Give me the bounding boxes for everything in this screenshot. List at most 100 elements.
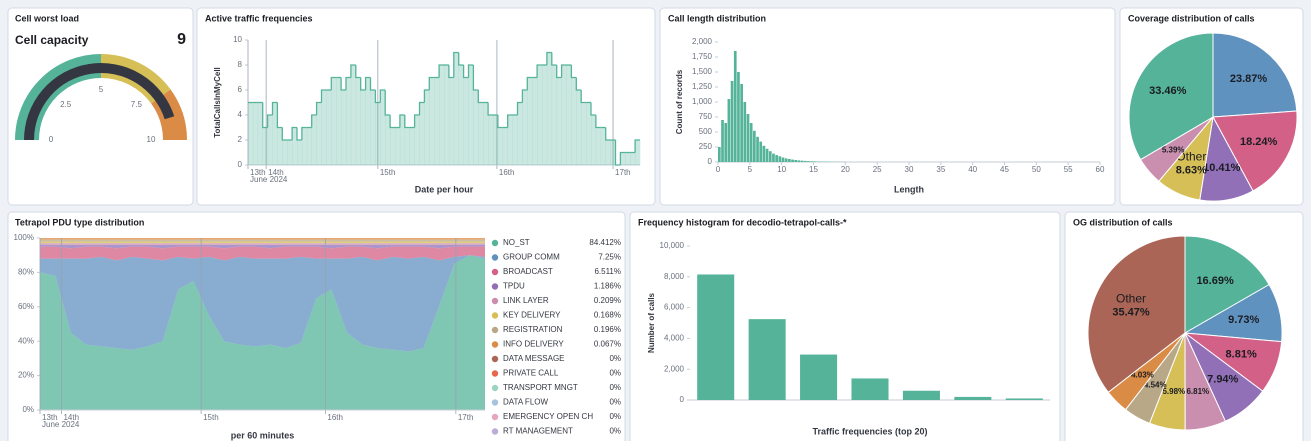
histogram-bar (724, 123, 728, 162)
line-step (590, 102, 596, 116)
area-step (380, 90, 386, 165)
pie-slice (1087, 235, 1186, 394)
area-step (321, 90, 327, 165)
histogram-bar (768, 151, 772, 162)
histogram-bar (765, 148, 769, 162)
stacked-area (40, 246, 485, 261)
area-step (591, 115, 597, 165)
area-step (502, 127, 508, 165)
slice-label: 6.81% (1186, 387, 1209, 396)
area-step (488, 115, 494, 165)
legend-value: 0% (609, 398, 621, 407)
histogram-bar (743, 102, 747, 162)
bar (954, 396, 992, 400)
gauge-tick-label: 0 (49, 135, 54, 144)
y-tick-label: 0 (708, 157, 713, 166)
legend-label: PRIVATE CALL (503, 369, 559, 378)
bar (697, 274, 735, 400)
area-step (468, 65, 474, 165)
line-step (296, 127, 302, 141)
y-axis-title: Count of records (675, 69, 684, 134)
line-step (595, 115, 601, 129)
y-tick-label: 750 (699, 112, 713, 121)
legend-value: 0.067% (594, 340, 621, 349)
area-step (370, 90, 376, 165)
area-step (566, 65, 572, 165)
area-step (463, 77, 469, 165)
panel-title: OG distribution of calls (1073, 217, 1173, 227)
line-step (462, 65, 469, 79)
x-axis-title: per 60 minutes (231, 430, 295, 440)
y-axis-title: TotalCallsInMyCell (213, 67, 222, 138)
legend-label: DATA MESSAGE (503, 354, 565, 363)
histogram-bar (775, 155, 778, 162)
slice-label: 23.87% (1230, 73, 1268, 85)
histogram-bar (737, 72, 740, 162)
slice-label: 7.94% (1207, 374, 1238, 386)
histogram-bar (794, 160, 798, 162)
histogram-bar (727, 99, 731, 162)
histogram-bar (784, 158, 788, 162)
histogram-bar (803, 160, 807, 162)
area-step (571, 77, 577, 165)
area-step (267, 115, 273, 165)
histogram-bar (772, 153, 775, 162)
y-tick-label: 1,500 (692, 67, 713, 76)
area-step (444, 65, 450, 165)
legend-value: 0% (609, 412, 621, 421)
area-step (287, 140, 293, 165)
area-step (434, 77, 440, 165)
gauge-value: 9 (177, 31, 186, 48)
area-step (522, 90, 528, 165)
area-step (414, 115, 420, 165)
area-step (252, 102, 259, 165)
y-tick-label: 4 (238, 110, 243, 119)
area-step (448, 77, 455, 165)
line-step (389, 115, 395, 129)
area-step (630, 152, 636, 165)
legend-swatch (491, 239, 499, 247)
legend-label: LINK LAYER (503, 296, 549, 305)
line-step (497, 115, 503, 129)
x-tick-label: 30 (905, 165, 914, 174)
line-step (399, 114, 405, 128)
legend-swatch (491, 254, 499, 261)
slice-label: 35.47% (1112, 306, 1150, 318)
slice-label: 5.98% (1162, 387, 1185, 396)
legend-value: 0% (609, 354, 621, 363)
line-step (438, 64, 444, 78)
line-step (477, 90, 484, 104)
area-step (360, 90, 366, 165)
line-step (507, 114, 513, 128)
line-step (575, 77, 582, 91)
legend-label: EMERGENCY OPEN CH (503, 412, 593, 421)
line-step (291, 126, 297, 140)
line-step (487, 102, 493, 116)
bar (902, 390, 940, 400)
legend-label: BROADCAST (503, 267, 553, 276)
area-step (576, 90, 582, 165)
histogram-bar (800, 160, 804, 162)
gauge-tick-label: 7.5 (131, 100, 143, 109)
area-step (595, 127, 602, 165)
y-tick-label: 2,000 (664, 364, 685, 373)
pie-slice (1128, 32, 1214, 161)
area-step (277, 127, 283, 165)
area-step (600, 127, 606, 165)
line-step (345, 76, 351, 90)
legend-label: DATA FLOW (503, 398, 548, 407)
line-step (634, 139, 640, 153)
histogram-bar (733, 51, 737, 162)
line-step (311, 114, 317, 128)
x-tick-label: 55 (1064, 165, 1073, 174)
panel (196, 7, 656, 206)
slice-name: Other (1116, 292, 1146, 306)
line-step (526, 76, 533, 90)
line-step (315, 101, 322, 115)
histogram-bar (730, 81, 734, 162)
area-step (635, 140, 641, 165)
slice-label: 33.46% (1149, 85, 1187, 97)
legend-label: TRANSPORT MNGT (503, 383, 578, 392)
slice-label: 10.41% (1203, 162, 1241, 174)
x-tick-label: 0 (716, 165, 721, 174)
